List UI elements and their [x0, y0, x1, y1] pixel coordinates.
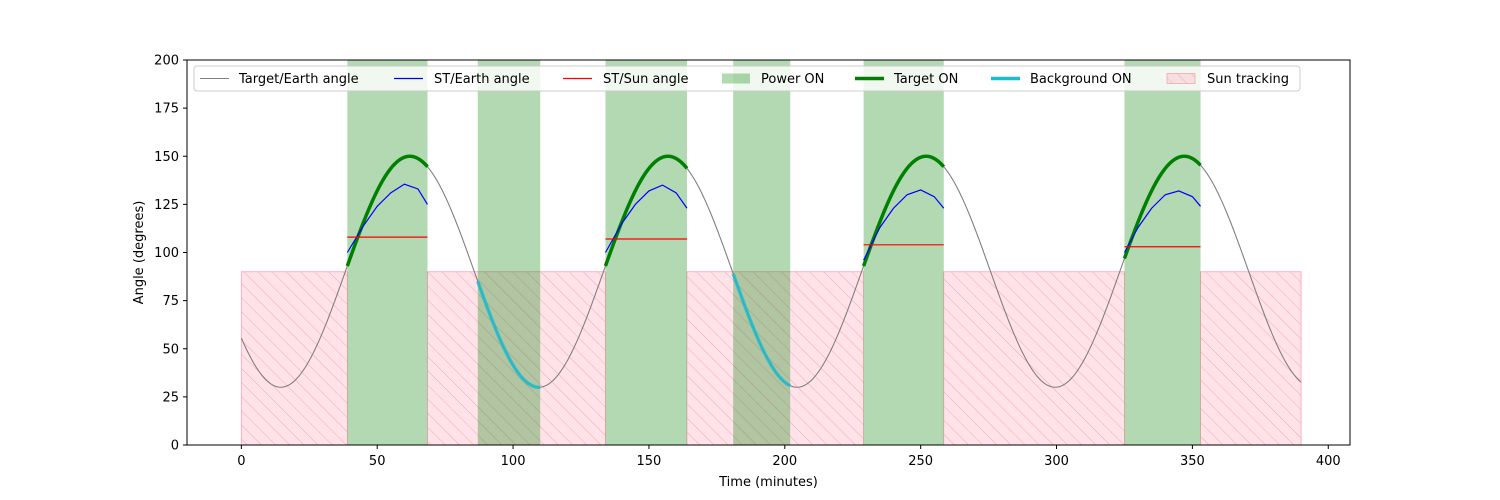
x-tick-label-50: 50 — [369, 454, 386, 469]
background-on-line-1 — [731, 273, 792, 388]
power-on-band-0 — [347, 60, 428, 445]
legend: Target/Earth angle ST/Earth angle ST/Sun a… — [193, 65, 1301, 92]
x-axis-label: Time (minutes) — [718, 475, 818, 490]
target-on-line-3 — [1122, 154, 1202, 260]
x-tick-label-350: 350 — [1180, 454, 1205, 469]
y-tick-label-200: 200 — [154, 54, 179, 69]
power-on-band-3 — [733, 60, 791, 445]
x-tick-label-100: 100 — [501, 454, 526, 469]
legend-label-sun-tracking: Sun tracking — [1207, 72, 1289, 87]
x-tick-label-0: 0 — [237, 454, 245, 469]
legend-label-power-on: Power ON — [761, 72, 824, 87]
y-tick-label-150: 150 — [154, 150, 179, 165]
axes-layer: 0 50 100 150 200 250 300 350 400 0 25 50 75 100 125 150… — [154, 54, 1341, 470]
legend-label-st-sun-angle: ST/Sun angle — [603, 72, 689, 87]
y-tick-label-0: 0 — [171, 439, 179, 454]
x-tick-label-200: 200 — [772, 454, 797, 469]
legend-label-st-earth-angle: ST/Earth angle — [434, 72, 530, 87]
x-tick-label-150: 150 — [637, 454, 662, 469]
legend-box — [193, 65, 1301, 92]
power-on-band-1 — [477, 60, 541, 445]
x-tick-label-400: 400 — [1316, 454, 1341, 469]
sun-tracking-layer — [240, 271, 1302, 445]
target-on-line-2 — [861, 154, 946, 267]
legend-label-target-earth-angle: Target/Earth angle — [238, 72, 359, 87]
y-tick-label-125: 125 — [154, 198, 179, 213]
sun-tracking-hatch-1 — [427, 271, 606, 445]
legend-swatch-power-on — [722, 73, 750, 84]
st-earth-angle-line-2 — [863, 189, 945, 261]
st-earth-angle-line-1 — [604, 184, 688, 253]
legend-label-background-on: Background ON — [1030, 72, 1132, 87]
y-tick-label-25: 25 — [162, 390, 179, 405]
sun-tracking-hatch-3 — [943, 271, 1125, 445]
background-on-line-0 — [476, 280, 541, 390]
x-tick-label-300: 300 — [1044, 454, 1069, 469]
power-on-layer — [347, 60, 1201, 445]
st-earth-angle-line-0 — [346, 183, 428, 253]
st-earth-angle-line-3 — [1123, 190, 1202, 253]
y-axis-label: Angle (degrees) — [132, 201, 147, 305]
power-on-band-2 — [605, 60, 687, 445]
y-tick-label-50: 50 — [162, 342, 179, 357]
y-tick-label-100: 100 — [154, 246, 179, 261]
sun-tracking-hatch-2 — [686, 271, 864, 445]
y-tick-label-175: 175 — [154, 102, 179, 117]
power-on-band-4 — [863, 60, 944, 445]
sun-tracking-hatch-4 — [1200, 271, 1302, 445]
lines-layer — [240, 154, 1302, 390]
legend-swatch-hatch-sun-tracking — [1167, 73, 1195, 84]
sun-tracking-hatch-0 — [241, 271, 348, 445]
x-tick-label-250: 250 — [908, 454, 933, 469]
legend-label-target-on: Target ON — [893, 72, 958, 87]
power-on-band-5 — [1124, 60, 1201, 445]
y-tick-label-75: 75 — [162, 294, 179, 309]
